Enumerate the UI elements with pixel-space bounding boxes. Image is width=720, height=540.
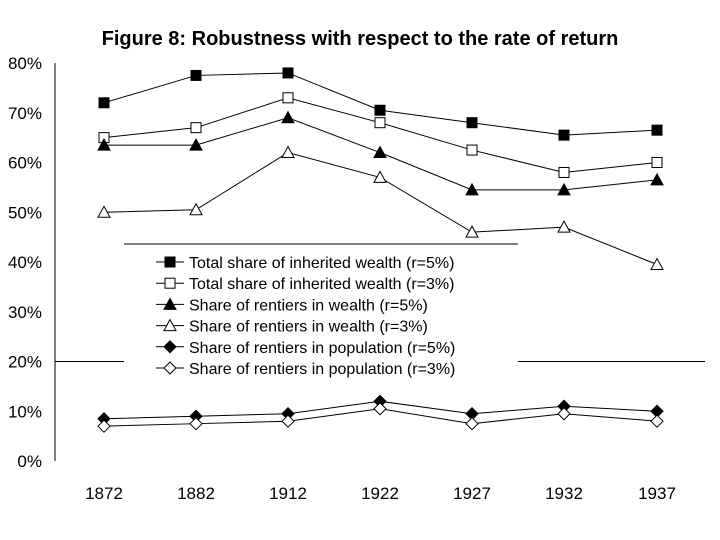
legend-label: Share of rentiers in wealth (r=5%): [189, 297, 428, 314]
legend-label: Total share of inherited wealth (r=3%): [189, 276, 454, 293]
y-tick-label: 40%: [8, 253, 42, 272]
data-point: [98, 97, 110, 109]
data-point: [97, 419, 111, 433]
data-point: [281, 414, 295, 428]
chart-title: Figure 8: Robustness with respect to the…: [101, 28, 619, 50]
legend-item: Total share of inherited wealth (r=5%): [156, 255, 454, 272]
legend-item: Share of rentiers in population (r=5%): [156, 340, 455, 357]
data-point: [466, 117, 478, 129]
x-tick-label: 1932: [545, 484, 583, 503]
data-point: [374, 117, 386, 129]
x-tick-label: 1927: [453, 484, 491, 503]
y-tick-label: 0%: [17, 452, 42, 471]
legend-label: Total share of inherited wealth (r=5%): [189, 255, 454, 272]
data-point: [558, 166, 570, 178]
data-point: [650, 414, 664, 428]
data-point: [164, 277, 176, 289]
data-point: [189, 416, 203, 431]
data-point: [281, 145, 295, 159]
y-tick-label: 50%: [8, 203, 42, 222]
data-point: [189, 202, 203, 216]
data-point: [163, 361, 177, 375]
data-point: [163, 340, 177, 354]
data-point: [465, 182, 479, 196]
series-6: [97, 402, 664, 433]
x-tick-label: 1922: [361, 484, 399, 503]
y-tick-label: 70%: [8, 104, 42, 123]
series-3: [97, 110, 664, 196]
series-2: [98, 92, 663, 178]
data-point: [281, 110, 295, 124]
y-tick-label: 60%: [8, 154, 42, 173]
data-point: [97, 205, 111, 218]
data-point: [164, 256, 176, 268]
x-tick-label: 1882: [177, 484, 215, 503]
data-point: [190, 122, 202, 134]
data-point: [465, 416, 479, 431]
data-point: [651, 157, 663, 168]
data-point: [558, 129, 570, 141]
y-tick-label: 30%: [8, 303, 42, 322]
data-point: [282, 67, 294, 79]
data-point: [190, 69, 202, 81]
y-tick-label: 80%: [8, 54, 42, 73]
data-point: [189, 138, 203, 151]
data-point: [557, 407, 571, 421]
legend-label: Share of rentiers in population (r=3%): [189, 361, 455, 378]
data-point: [282, 92, 294, 104]
data-point: [163, 318, 177, 332]
data-point: [163, 297, 177, 310]
data-point: [373, 402, 387, 416]
x-tick-label: 1912: [269, 484, 307, 503]
legend-item: Share of rentiers in wealth (r=5%): [156, 297, 428, 314]
series-1: [98, 67, 663, 141]
data-point: [650, 257, 664, 270]
y-tick-label: 10%: [8, 402, 42, 421]
data-point: [97, 138, 111, 151]
data-point: [374, 104, 386, 116]
data-point: [557, 182, 571, 196]
y-tick-label: 20%: [8, 353, 42, 372]
data-point: [466, 144, 478, 156]
data-point: [650, 172, 664, 186]
legend-label: Share of rentiers in wealth (r=3%): [189, 319, 428, 336]
data-point: [373, 170, 387, 183]
x-tick-label: 1872: [85, 484, 123, 503]
data-point: [373, 145, 387, 159]
series-4: [97, 145, 664, 270]
legend-box: [124, 244, 518, 386]
x-tick-label: 1937: [638, 484, 676, 503]
legend-label: Share of rentiers in population (r=5%): [189, 340, 455, 357]
data-point: [465, 225, 479, 238]
legend-item: Share of rentiers in wealth (r=3%): [156, 318, 428, 336]
data-point: [651, 124, 663, 136]
legend-item: Total share of inherited wealth (r=3%): [156, 276, 454, 293]
legend-item: Share of rentiers in population (r=3%): [156, 361, 455, 378]
data-point: [557, 220, 571, 233]
